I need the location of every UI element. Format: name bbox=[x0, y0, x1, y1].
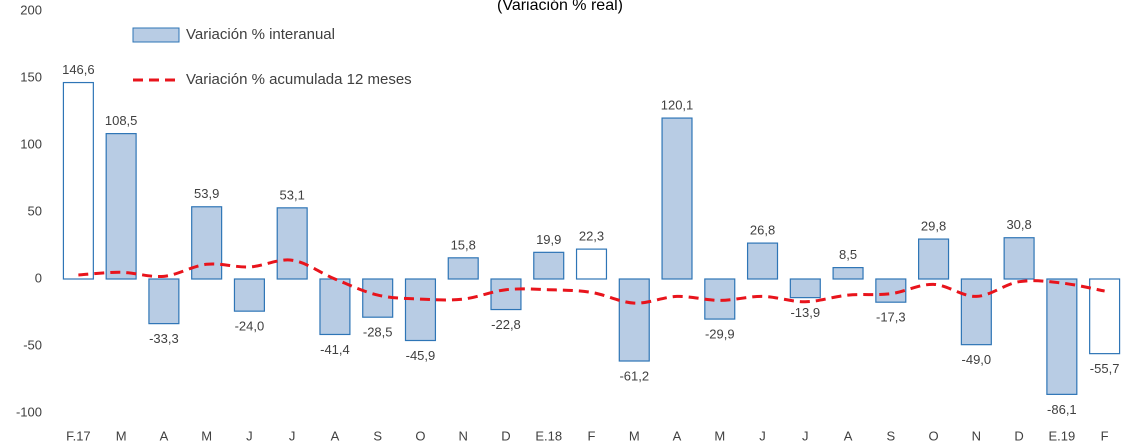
bar bbox=[233, 278, 265, 312]
x-tick-label: J bbox=[289, 428, 296, 443]
x-tick-label: J bbox=[802, 428, 809, 443]
bar bbox=[404, 278, 437, 342]
bar bbox=[319, 278, 351, 336]
y-tick-label: 0 bbox=[35, 270, 42, 285]
bar bbox=[62, 81, 94, 280]
legend-swatch bbox=[132, 27, 180, 43]
value-label: 29,8 bbox=[921, 219, 946, 234]
y-tick-label: 100 bbox=[20, 136, 42, 151]
x-tick-label: A bbox=[673, 428, 682, 443]
line bbox=[78, 258, 1105, 305]
value-label: 108,5 bbox=[105, 113, 138, 128]
x-tick-label: F bbox=[588, 428, 596, 443]
bar bbox=[1046, 278, 1078, 395]
value-label: 30,8 bbox=[1006, 217, 1031, 232]
x-tick-label: F bbox=[1101, 428, 1109, 443]
value-label: -17,3 bbox=[876, 310, 906, 325]
value-label: -61,2 bbox=[619, 368, 649, 383]
y-tick-label: -100 bbox=[16, 404, 42, 419]
value-label: -33,3 bbox=[149, 331, 179, 346]
y-tick-label: -50 bbox=[23, 337, 42, 352]
value-label: 15,8 bbox=[451, 237, 476, 252]
bar bbox=[832, 267, 864, 280]
y-tick-label: 150 bbox=[20, 69, 42, 84]
bar bbox=[661, 117, 693, 280]
bar bbox=[789, 278, 821, 299]
x-tick-label: A bbox=[331, 428, 340, 443]
value-label: -45,9 bbox=[406, 348, 436, 363]
bar bbox=[148, 278, 180, 325]
chart-title: (Variación % real) bbox=[497, 0, 623, 14]
x-tick-label: S bbox=[373, 428, 382, 443]
value-label: -24,0 bbox=[235, 319, 265, 334]
bar bbox=[191, 206, 223, 280]
value-label: 120,1 bbox=[661, 98, 694, 113]
value-label: -86,1 bbox=[1047, 402, 1077, 417]
value-label: 53,9 bbox=[194, 186, 219, 201]
bar bbox=[1003, 237, 1035, 280]
x-tick-label: O bbox=[415, 428, 425, 443]
bar bbox=[276, 207, 308, 280]
x-tick-label: N bbox=[459, 428, 468, 443]
value-label: -28,5 bbox=[363, 325, 393, 340]
x-tick-label: E.18 bbox=[535, 428, 562, 443]
bar bbox=[746, 242, 779, 280]
value-label: 19,9 bbox=[536, 232, 561, 247]
value-label: -49,0 bbox=[962, 352, 992, 367]
x-tick-label: N bbox=[972, 428, 981, 443]
bar bbox=[1089, 278, 1121, 355]
y-tick-label: 50 bbox=[28, 203, 42, 218]
x-tick-label: O bbox=[929, 428, 939, 443]
x-tick-label: A bbox=[160, 428, 169, 443]
x-tick-label: E.19 bbox=[1048, 428, 1075, 443]
x-tick-label: J bbox=[759, 428, 766, 443]
value-label: 8,5 bbox=[839, 247, 857, 262]
bar bbox=[533, 251, 565, 280]
x-tick-label: D bbox=[1014, 428, 1023, 443]
x-tick-label: S bbox=[886, 428, 895, 443]
x-tick-label: F.17 bbox=[66, 428, 91, 443]
value-label: 146,6 bbox=[62, 62, 95, 77]
value-label: 53,1 bbox=[280, 187, 305, 202]
x-tick-label: D bbox=[501, 428, 510, 443]
bar bbox=[960, 278, 992, 346]
y-tick-label: 200 bbox=[20, 2, 42, 17]
value-label: -55,7 bbox=[1090, 361, 1120, 376]
bar bbox=[105, 133, 137, 280]
value-label: -41,4 bbox=[320, 342, 350, 357]
value-label: -13,9 bbox=[790, 305, 820, 320]
x-tick-label: M bbox=[201, 428, 212, 443]
x-tick-label: M bbox=[714, 428, 725, 443]
bar bbox=[447, 257, 479, 280]
bar bbox=[918, 238, 950, 280]
bar bbox=[618, 278, 650, 362]
bar bbox=[575, 248, 608, 280]
x-tick-label: M bbox=[629, 428, 640, 443]
bar bbox=[362, 278, 394, 318]
legend-label: Variación % acumulada 12 meses bbox=[186, 71, 412, 88]
value-label: -29,9 bbox=[705, 327, 735, 342]
x-tick-label: A bbox=[844, 428, 853, 443]
bar bbox=[490, 278, 522, 311]
value-label: 22,3 bbox=[579, 229, 604, 244]
legend-label: Variación % interanual bbox=[186, 26, 335, 43]
bar bbox=[875, 278, 907, 303]
value-label: -22,8 bbox=[491, 317, 521, 332]
x-tick-label: M bbox=[116, 428, 127, 443]
value-label: 26,8 bbox=[750, 223, 775, 238]
x-tick-label: J bbox=[246, 428, 253, 443]
